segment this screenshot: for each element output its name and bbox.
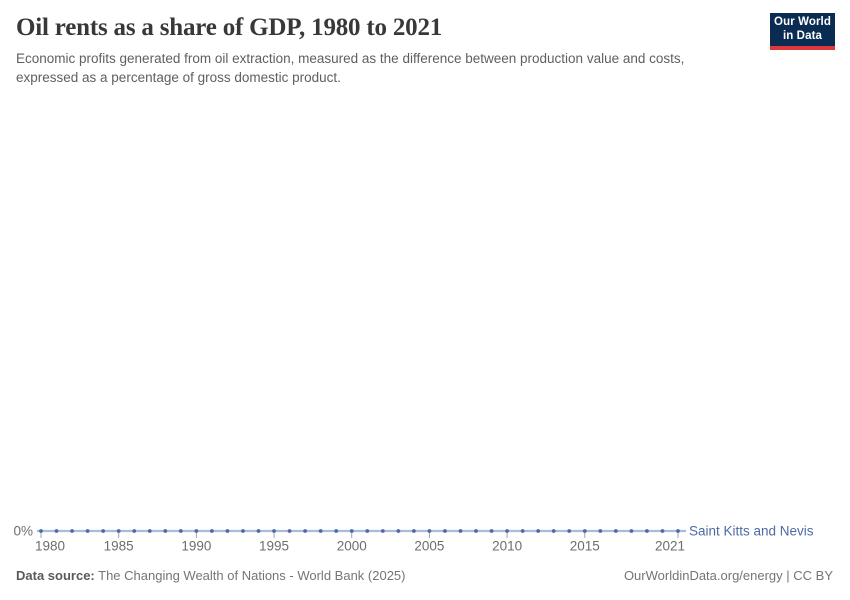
data-point[interactable]	[256, 529, 261, 533]
x-tick-label: 2021	[655, 539, 685, 554]
data-point[interactable]	[101, 529, 106, 533]
data-point[interactable]	[645, 529, 649, 533]
data-point[interactable]	[225, 529, 230, 533]
owid-logo-text-line2: in Data	[782, 29, 823, 42]
data-point[interactable]	[380, 529, 385, 533]
data-point[interactable]	[443, 529, 447, 533]
x-tick-label: 2000	[337, 539, 367, 554]
data-point[interactable]	[427, 529, 432, 533]
data-point[interactable]	[551, 529, 556, 533]
data-point[interactable]	[194, 529, 199, 533]
data-source-label: Data source:	[16, 568, 95, 583]
data-point[interactable]	[287, 529, 292, 533]
data-point[interactable]	[458, 529, 463, 533]
data-point[interactable]	[210, 529, 214, 533]
data-point[interactable]	[303, 529, 308, 533]
x-tick-label: 1980	[35, 539, 65, 554]
data-point[interactable]	[147, 529, 152, 533]
data-point[interactable]	[567, 529, 572, 533]
data-point[interactable]	[613, 529, 618, 533]
data-source: Data source: The Changing Wealth of Nati…	[16, 568, 406, 583]
data-point[interactable]	[116, 529, 121, 533]
data-point[interactable]	[520, 529, 525, 533]
data-point[interactable]	[178, 529, 183, 533]
data-point[interactable]	[132, 529, 137, 533]
line-chart[interactable]: 1980 1985 1990 1995 2000 2005 2010 2015 2021 0% Sa…	[0, 0, 850, 560]
data-point[interactable]	[318, 529, 323, 533]
data-point[interactable]	[85, 529, 90, 533]
x-tick-label: 2005	[414, 539, 444, 554]
data-point[interactable]	[489, 529, 494, 533]
data-point[interactable]	[39, 529, 43, 533]
data-source-value: The Changing Wealth of Nations - World B…	[98, 568, 406, 583]
data-point[interactable]	[582, 529, 587, 533]
data-point[interactable]	[660, 529, 665, 533]
data-point[interactable]	[272, 529, 276, 533]
credit-link[interactable]: OurWorldinData.org/energy | CC BY	[623, 568, 833, 583]
chart-subtitle: Economic profits generated from oil extr…	[16, 51, 685, 85]
data-point[interactable]	[349, 529, 354, 533]
data-point[interactable]	[163, 529, 168, 533]
x-tick-label: 1990	[181, 539, 211, 554]
x-tick-label: 2015	[570, 539, 600, 554]
data-point[interactable]	[334, 529, 339, 533]
x-tick-label: 2010	[492, 539, 522, 554]
x-tick-label: 1985	[104, 539, 134, 554]
chart-footer: Data source: The Changing Wealth of Nati…	[16, 568, 833, 583]
data-point[interactable]	[70, 529, 74, 533]
data-point[interactable]	[598, 529, 603, 533]
owid-logo[interactable]: Our World in Data	[770, 13, 835, 50]
data-point[interactable]	[396, 529, 401, 533]
series-label[interactable]: Saint Kitts and Nevis	[689, 524, 814, 539]
data-point[interactable]	[411, 529, 416, 533]
x-tick-label: 1995	[259, 539, 289, 554]
y-tick-label: 0%	[13, 524, 33, 539]
chart-header: Oil rents as a share of GDP, 1980 to 202…	[16, 13, 760, 87]
owid-logo-text-line1: Our World	[774, 16, 831, 28]
data-point[interactable]	[365, 529, 370, 533]
data-point[interactable]	[676, 529, 680, 533]
page-title: Oil rents as a share of GDP, 1980 to 202…	[16, 14, 443, 41]
data-point[interactable]	[54, 529, 59, 533]
data-point[interactable]	[536, 529, 541, 533]
data-point[interactable]	[629, 529, 634, 533]
data-point[interactable]	[241, 529, 245, 533]
data-point[interactable]	[474, 529, 478, 533]
data-point[interactable]	[505, 529, 509, 533]
